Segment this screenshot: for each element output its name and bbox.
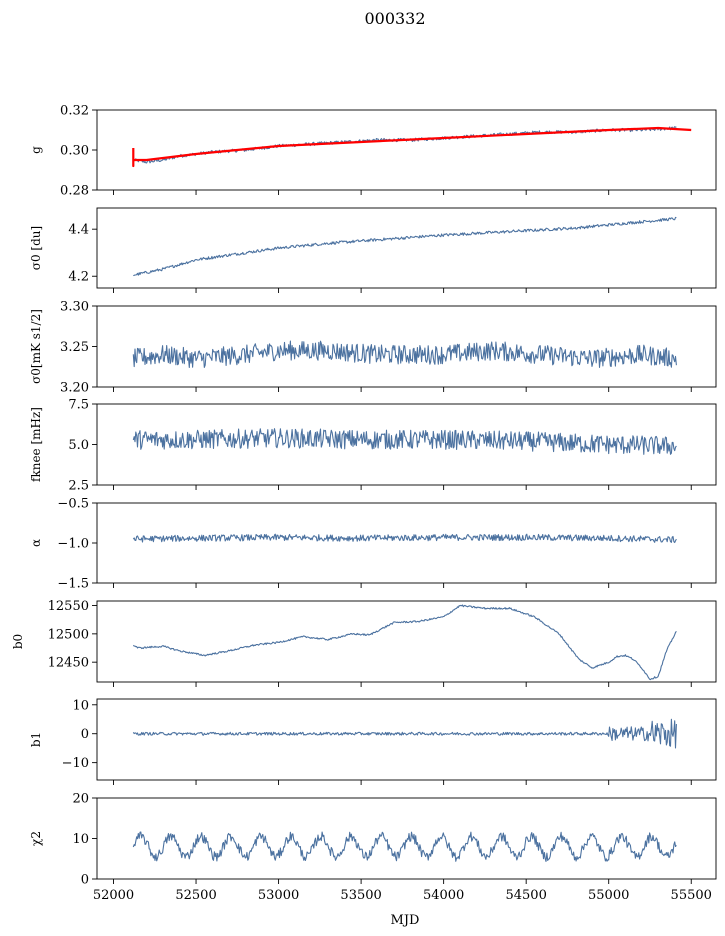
panel-4-series-1-line — [132, 428, 677, 455]
panel-5: −1.5 −1.0 −0.5 α — [29, 497, 717, 592]
sigma0-mks-label: σ0[mK s1/2] — [29, 309, 43, 384]
panel-3-series-1-line — [132, 340, 677, 369]
g-label: g — [29, 146, 43, 154]
chi2-label: χ2 — [29, 831, 43, 846]
panel-2: 4.2 4.4 σ0 [du] — [29, 207, 717, 293]
figure-title: 000332 — [364, 9, 425, 28]
x-axis-label: MJD — [391, 913, 420, 928]
panel-4-ytick-label: 7.5 — [68, 398, 89, 413]
panel-5-ytick-label: −1.0 — [57, 537, 89, 552]
panel-7-series-1-line — [132, 718, 677, 749]
panel-8-ytick-label: 20 — [72, 792, 89, 807]
panel-6-frame — [96, 600, 717, 683]
xtick-label: 55000 — [588, 888, 629, 903]
xtick-label: 52000 — [93, 888, 134, 903]
panel-7-ytick-label: −10 — [62, 756, 89, 771]
panel-5-frame — [96, 502, 717, 584]
panel-2-frame — [96, 207, 717, 289]
panel-2-ytick-label: 4.4 — [68, 223, 89, 238]
panel-7-ytick-label: 10 — [72, 698, 89, 713]
b0-label: b0 — [11, 634, 25, 649]
panel-8: 0 10 20 χ2 — [29, 792, 717, 888]
xtick-label: 55500 — [671, 888, 712, 903]
panel-2-series-1-line — [133, 216, 677, 277]
panel-8-ytick-label: 0 — [81, 873, 89, 888]
panel-4: 2.5 5.0 7.5 fknee [mHz] — [29, 398, 717, 494]
panel-6: 12450 12500 12550 b0 — [11, 599, 717, 687]
alpha-label: α — [29, 539, 43, 547]
fknee-label: fknee [mHz] — [29, 407, 43, 482]
panel-7: −10 0 10 b1 — [29, 698, 717, 785]
b1-label: b1 — [29, 732, 43, 747]
panel-3-ytick-label: 3.20 — [60, 381, 89, 396]
panel-1-ytick-label: 0.28 — [60, 184, 89, 199]
panel-8-series-1-line — [132, 831, 677, 863]
panel-2-ytick-label: 4.2 — [68, 270, 89, 285]
panel-6-series-1-line — [132, 604, 677, 681]
panel-1-frame — [96, 109, 717, 191]
panel-3-ytick-label: 3.25 — [60, 340, 89, 355]
panel-3: 3.20 3.25 3.30 σ0[mK s1/2] — [29, 300, 717, 396]
panel-6-ytick-label: 12550 — [48, 599, 89, 614]
panel-1-series-2-fit-line — [132, 126, 692, 168]
panel-4-ytick-label: 2.5 — [68, 479, 89, 494]
panels: 0.28 0.30 0.32 g 4.2 4.4 σ0 [du] 3.20 3.25 3.30 σ0… — [11, 104, 717, 888]
xtick-label: 54000 — [423, 888, 464, 903]
xtick-label: 53500 — [340, 888, 381, 903]
xtick-label: 52500 — [175, 888, 216, 903]
panel-7-frame — [96, 698, 717, 781]
xtick-label: 54500 — [505, 888, 546, 903]
sigma0-du-label: σ0 [du] — [29, 226, 43, 270]
panel-1: 0.28 0.30 0.32 g — [29, 104, 717, 199]
panel-5-ytick-label: −1.5 — [57, 577, 89, 592]
panel-1-ytick-label: 0.30 — [60, 144, 89, 159]
panel-3-frame — [96, 305, 717, 388]
panel-8-ytick-label: 10 — [72, 832, 89, 847]
panel-3-ytick-label: 3.30 — [60, 300, 89, 315]
panel-4-ytick-label: 5.0 — [68, 438, 89, 453]
xtick-label: 53000 — [258, 888, 299, 903]
panel-7-ytick-label: 0 — [81, 727, 89, 742]
panel-5-series-1-line — [132, 533, 677, 544]
panel-6-ytick-label: 12450 — [48, 656, 89, 671]
panel-1-ytick-label: 0.32 — [60, 104, 89, 119]
x-axis: 52000 52500 53000 53500 54000 54500 55000 55500 — [93, 888, 712, 903]
panel-5-ytick-label: −0.5 — [57, 497, 89, 512]
panel-1-series-1-line — [132, 126, 677, 164]
panel-6-ytick-label: 12500 — [48, 627, 89, 642]
